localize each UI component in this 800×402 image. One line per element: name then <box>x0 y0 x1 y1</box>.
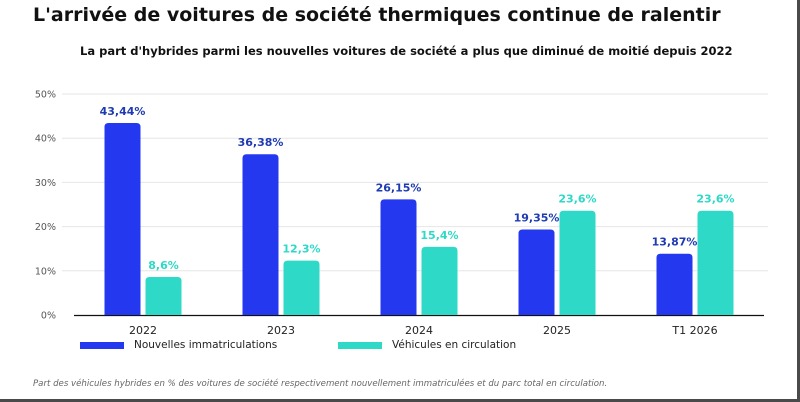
legend-label-series-2: Véhicules en circulation <box>392 339 517 351</box>
y-tick-label: 30% <box>35 178 56 189</box>
data-label-series-2: 15,4% <box>420 229 458 242</box>
y-tick-label: 40% <box>35 134 56 145</box>
legend-label-series-1: Nouvelles immatriculations <box>134 339 278 351</box>
data-label-series-1: 19,35% <box>514 211 560 224</box>
x-tick-label: 2023 <box>267 324 295 337</box>
bar-series-1 <box>104 122 141 315</box>
bar-series-1 <box>518 229 555 315</box>
chart-title: L'arrivée de voitures de société thermiq… <box>33 4 721 26</box>
x-tick-label: T1 2026 <box>671 324 717 337</box>
y-tick-label: 10% <box>35 266 56 277</box>
chart-subtitle: La part d'hybrides parmi les nouvelles v… <box>80 44 733 58</box>
data-label-series-2: 23,6% <box>696 193 734 206</box>
y-tick-label: 0% <box>41 311 56 322</box>
x-tick-label: 2024 <box>405 324 433 337</box>
x-tick-label: 2022 <box>129 324 157 337</box>
data-label-series-1: 36,38% <box>238 136 284 149</box>
bar-series-2 <box>283 260 320 315</box>
data-label-series-2: 8,6% <box>148 259 179 272</box>
x-tick-label: 2025 <box>543 324 571 337</box>
legend-item-series-1: Nouvelles immatriculations <box>80 338 277 352</box>
labels-layer: 43,44% 8,6% 2022 36,38% 12,3% 2023 26,15% 15,4%… <box>100 105 735 337</box>
legend-swatch-series-1 <box>80 341 124 349</box>
legend-swatch-series-2 <box>338 341 382 349</box>
data-label-series-1: 13,87% <box>652 236 698 249</box>
bar-series-1 <box>656 253 693 315</box>
bar-series-2 <box>559 210 596 315</box>
y-tick-label: 50% <box>35 90 56 101</box>
footnote: Part des véhicules hybrides en % des voi… <box>33 379 608 389</box>
data-label-series-2: 23,6% <box>558 193 596 206</box>
data-label-series-2: 12,3% <box>282 243 320 256</box>
legend-item-series-2: Véhicules en circulation <box>338 338 516 352</box>
bar-series-2 <box>421 246 458 315</box>
bar-series-1 <box>380 199 417 315</box>
bar-series-2 <box>697 210 734 315</box>
data-label-series-1: 26,15% <box>376 181 422 194</box>
data-label-series-1: 43,44% <box>100 105 146 118</box>
bars-layer <box>104 122 734 315</box>
bar-series-1 <box>242 154 279 315</box>
y-tick-label: 20% <box>35 222 56 233</box>
bar-series-2 <box>145 276 182 315</box>
